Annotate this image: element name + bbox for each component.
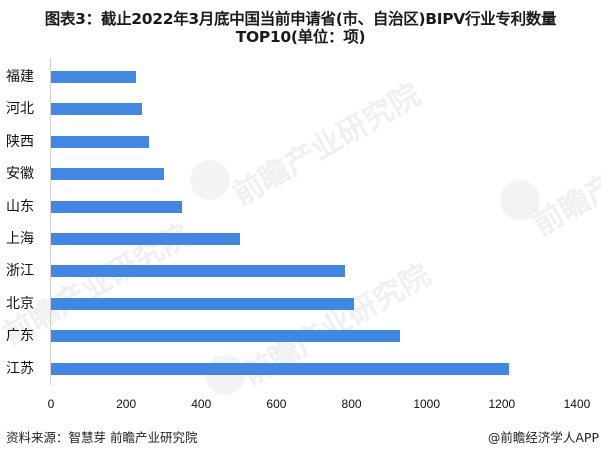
watermark-logo-icon [205, 355, 245, 395]
x-tick-label: 400 [191, 397, 212, 411]
bar [51, 233, 240, 245]
bar [51, 330, 401, 343]
bar [51, 103, 142, 116]
category-label: 安徽 [6, 166, 34, 183]
category-label: 河北 [6, 101, 34, 118]
watermark: 前瞻产业研究院 [527, 107, 601, 243]
x-tick-label: 800 [341, 397, 362, 411]
bar [51, 168, 165, 181]
category-label: 江苏 [6, 360, 34, 377]
y-axis-line [50, 58, 51, 385]
category-label: 北京 [6, 295, 34, 312]
x-tick-label: 200 [116, 397, 137, 411]
source-note: 资料来源：智慧芽 前瞻产业研究院 [6, 430, 198, 445]
x-tick-label: 1400 [563, 397, 591, 411]
chart-title-line1: 图表3：截止2022年3月底中国当前申请省(市、自治区)BIPV行业专利数量 [44, 10, 557, 28]
bar [51, 71, 136, 83]
category-label: 陕西 [6, 133, 34, 150]
bar [51, 135, 150, 148]
bar [51, 297, 355, 310]
chart-title-line2: TOP10(单位：项) [235, 28, 366, 46]
category-label: 山东 [6, 198, 34, 215]
watermark-logo-icon [190, 160, 230, 200]
x-tick-label: 1000 [413, 397, 441, 411]
x-tick-label: 0 [47, 397, 55, 411]
category-label: 浙江 [6, 263, 34, 280]
x-tick-label: 600 [266, 397, 287, 411]
watermark-logo-icon [500, 180, 540, 220]
x-tick-label: 1200 [488, 397, 516, 411]
category-label: 广东 [6, 328, 34, 345]
bar [51, 362, 509, 375]
bar [51, 265, 346, 278]
category-label: 福建 [6, 69, 34, 85]
bar [51, 200, 183, 213]
chart-title: 图表3：截止2022年3月底中国当前申请省(市、自治区)BIPV行业专利数量 T… [0, 10, 601, 46]
watermark: 前瞻产业研究院 [227, 77, 427, 213]
credit-note: @前瞻经济学人APP [487, 430, 599, 445]
category-label: 上海 [6, 231, 34, 247]
